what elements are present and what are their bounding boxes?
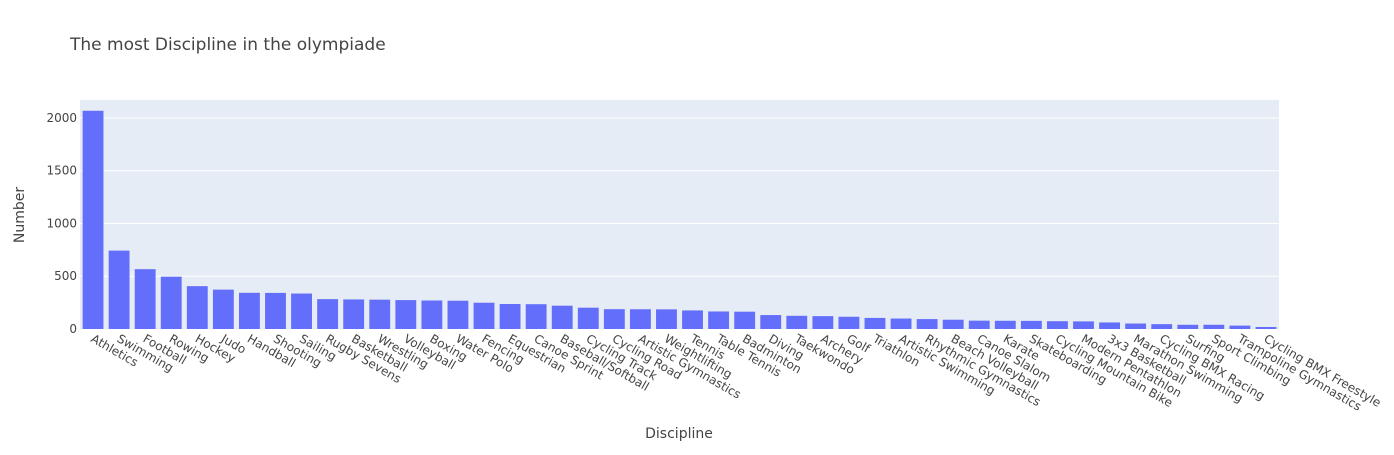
bar[interactable]: [577, 307, 599, 329]
bar[interactable]: [603, 309, 625, 329]
y-tick-label: 0: [69, 322, 77, 336]
bar[interactable]: [238, 292, 260, 329]
bar[interactable]: [1255, 326, 1277, 329]
bar[interactable]: [265, 292, 286, 329]
bar[interactable]: [838, 316, 860, 329]
y-tick-label: 1000: [46, 216, 77, 230]
bar[interactable]: [212, 289, 234, 329]
bar[interactable]: [343, 299, 365, 329]
bar[interactable]: [1073, 321, 1094, 329]
bar[interactable]: [186, 286, 208, 329]
bar[interactable]: [864, 317, 886, 329]
x-axis-title: Discipline: [645, 426, 713, 442]
bar[interactable]: [656, 309, 677, 329]
bar[interactable]: [291, 293, 312, 329]
bar[interactable]: [1203, 324, 1225, 329]
bar[interactable]: [916, 319, 938, 329]
bar[interactable]: [942, 319, 964, 329]
bar[interactable]: [395, 300, 417, 329]
bar[interactable]: [369, 299, 391, 329]
y-tick-label: 1500: [46, 164, 77, 178]
bar[interactable]: [1125, 323, 1147, 329]
bar[interactable]: [968, 320, 990, 329]
plot-background: [80, 100, 1279, 329]
bar[interactable]: [682, 310, 703, 329]
bar[interactable]: [421, 300, 443, 329]
bar[interactable]: [499, 303, 521, 329]
bar[interactable]: [1047, 321, 1068, 329]
bar[interactable]: [525, 304, 547, 329]
y-tick-label: 2000: [46, 111, 77, 125]
bar[interactable]: [786, 315, 808, 329]
chart-title: The most Discipline in the olympiade: [69, 35, 386, 55]
bar[interactable]: [551, 305, 573, 329]
bar[interactable]: [708, 311, 730, 329]
bar[interactable]: [629, 309, 651, 329]
bar[interactable]: [1020, 320, 1042, 329]
bar[interactable]: [1151, 324, 1173, 329]
bar[interactable]: [812, 316, 834, 329]
bar[interactable]: [734, 311, 756, 329]
bar[interactable]: [1229, 325, 1251, 329]
bar[interactable]: [1177, 324, 1199, 329]
y-tick-label: 500: [54, 269, 77, 283]
bar[interactable]: [82, 110, 104, 329]
bar[interactable]: [134, 269, 156, 329]
bar[interactable]: [317, 299, 339, 329]
bar[interactable]: [160, 276, 182, 329]
bars: [82, 110, 1277, 329]
bar[interactable]: [1099, 322, 1121, 329]
bar[interactable]: [994, 320, 1016, 329]
gridlines: [80, 117, 1279, 277]
y-axis-title: Number: [12, 187, 28, 243]
y-tick-labels: 0 500 1000 1500 2000: [46, 111, 77, 336]
bar[interactable]: [760, 315, 782, 329]
bar[interactable]: [473, 302, 495, 329]
bar[interactable]: [890, 318, 912, 329]
bar[interactable]: [108, 250, 130, 329]
bar[interactable]: [447, 300, 469, 329]
